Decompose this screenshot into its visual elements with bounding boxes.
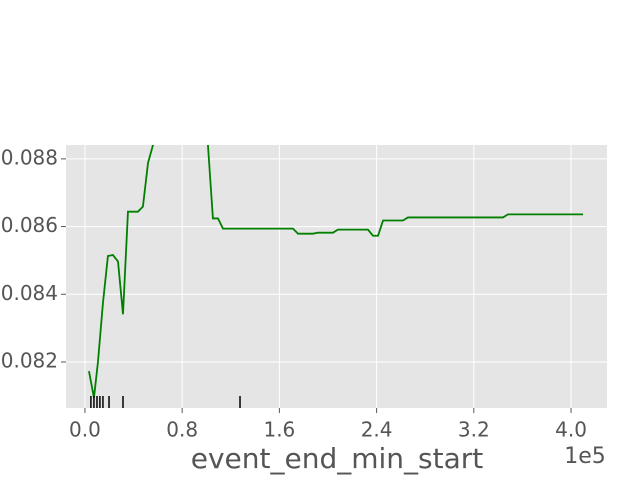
- x-tick-label: 4.0: [555, 418, 587, 442]
- y-tick-label: 0.088: [1, 145, 58, 169]
- grid: [66, 145, 607, 408]
- plot-background: [66, 145, 607, 408]
- x-tick-label: 1.6: [263, 418, 295, 442]
- plot-area: [88, 145, 584, 408]
- x-tick-label: 3.2: [458, 418, 490, 442]
- y-tick-label: 0.084: [1, 281, 58, 305]
- x-tick-label: 0.8: [166, 418, 198, 442]
- x-tick-label: 2.4: [361, 418, 393, 442]
- y-tick-label: 0.082: [1, 348, 58, 372]
- x-axis-label: event_end_min_start: [191, 442, 484, 475]
- x-tick-label: 0.0: [69, 418, 101, 442]
- line-series: [88, 145, 584, 399]
- x-offset-label: 1e5: [564, 444, 606, 469]
- y-tick-label: 0.086: [1, 213, 58, 237]
